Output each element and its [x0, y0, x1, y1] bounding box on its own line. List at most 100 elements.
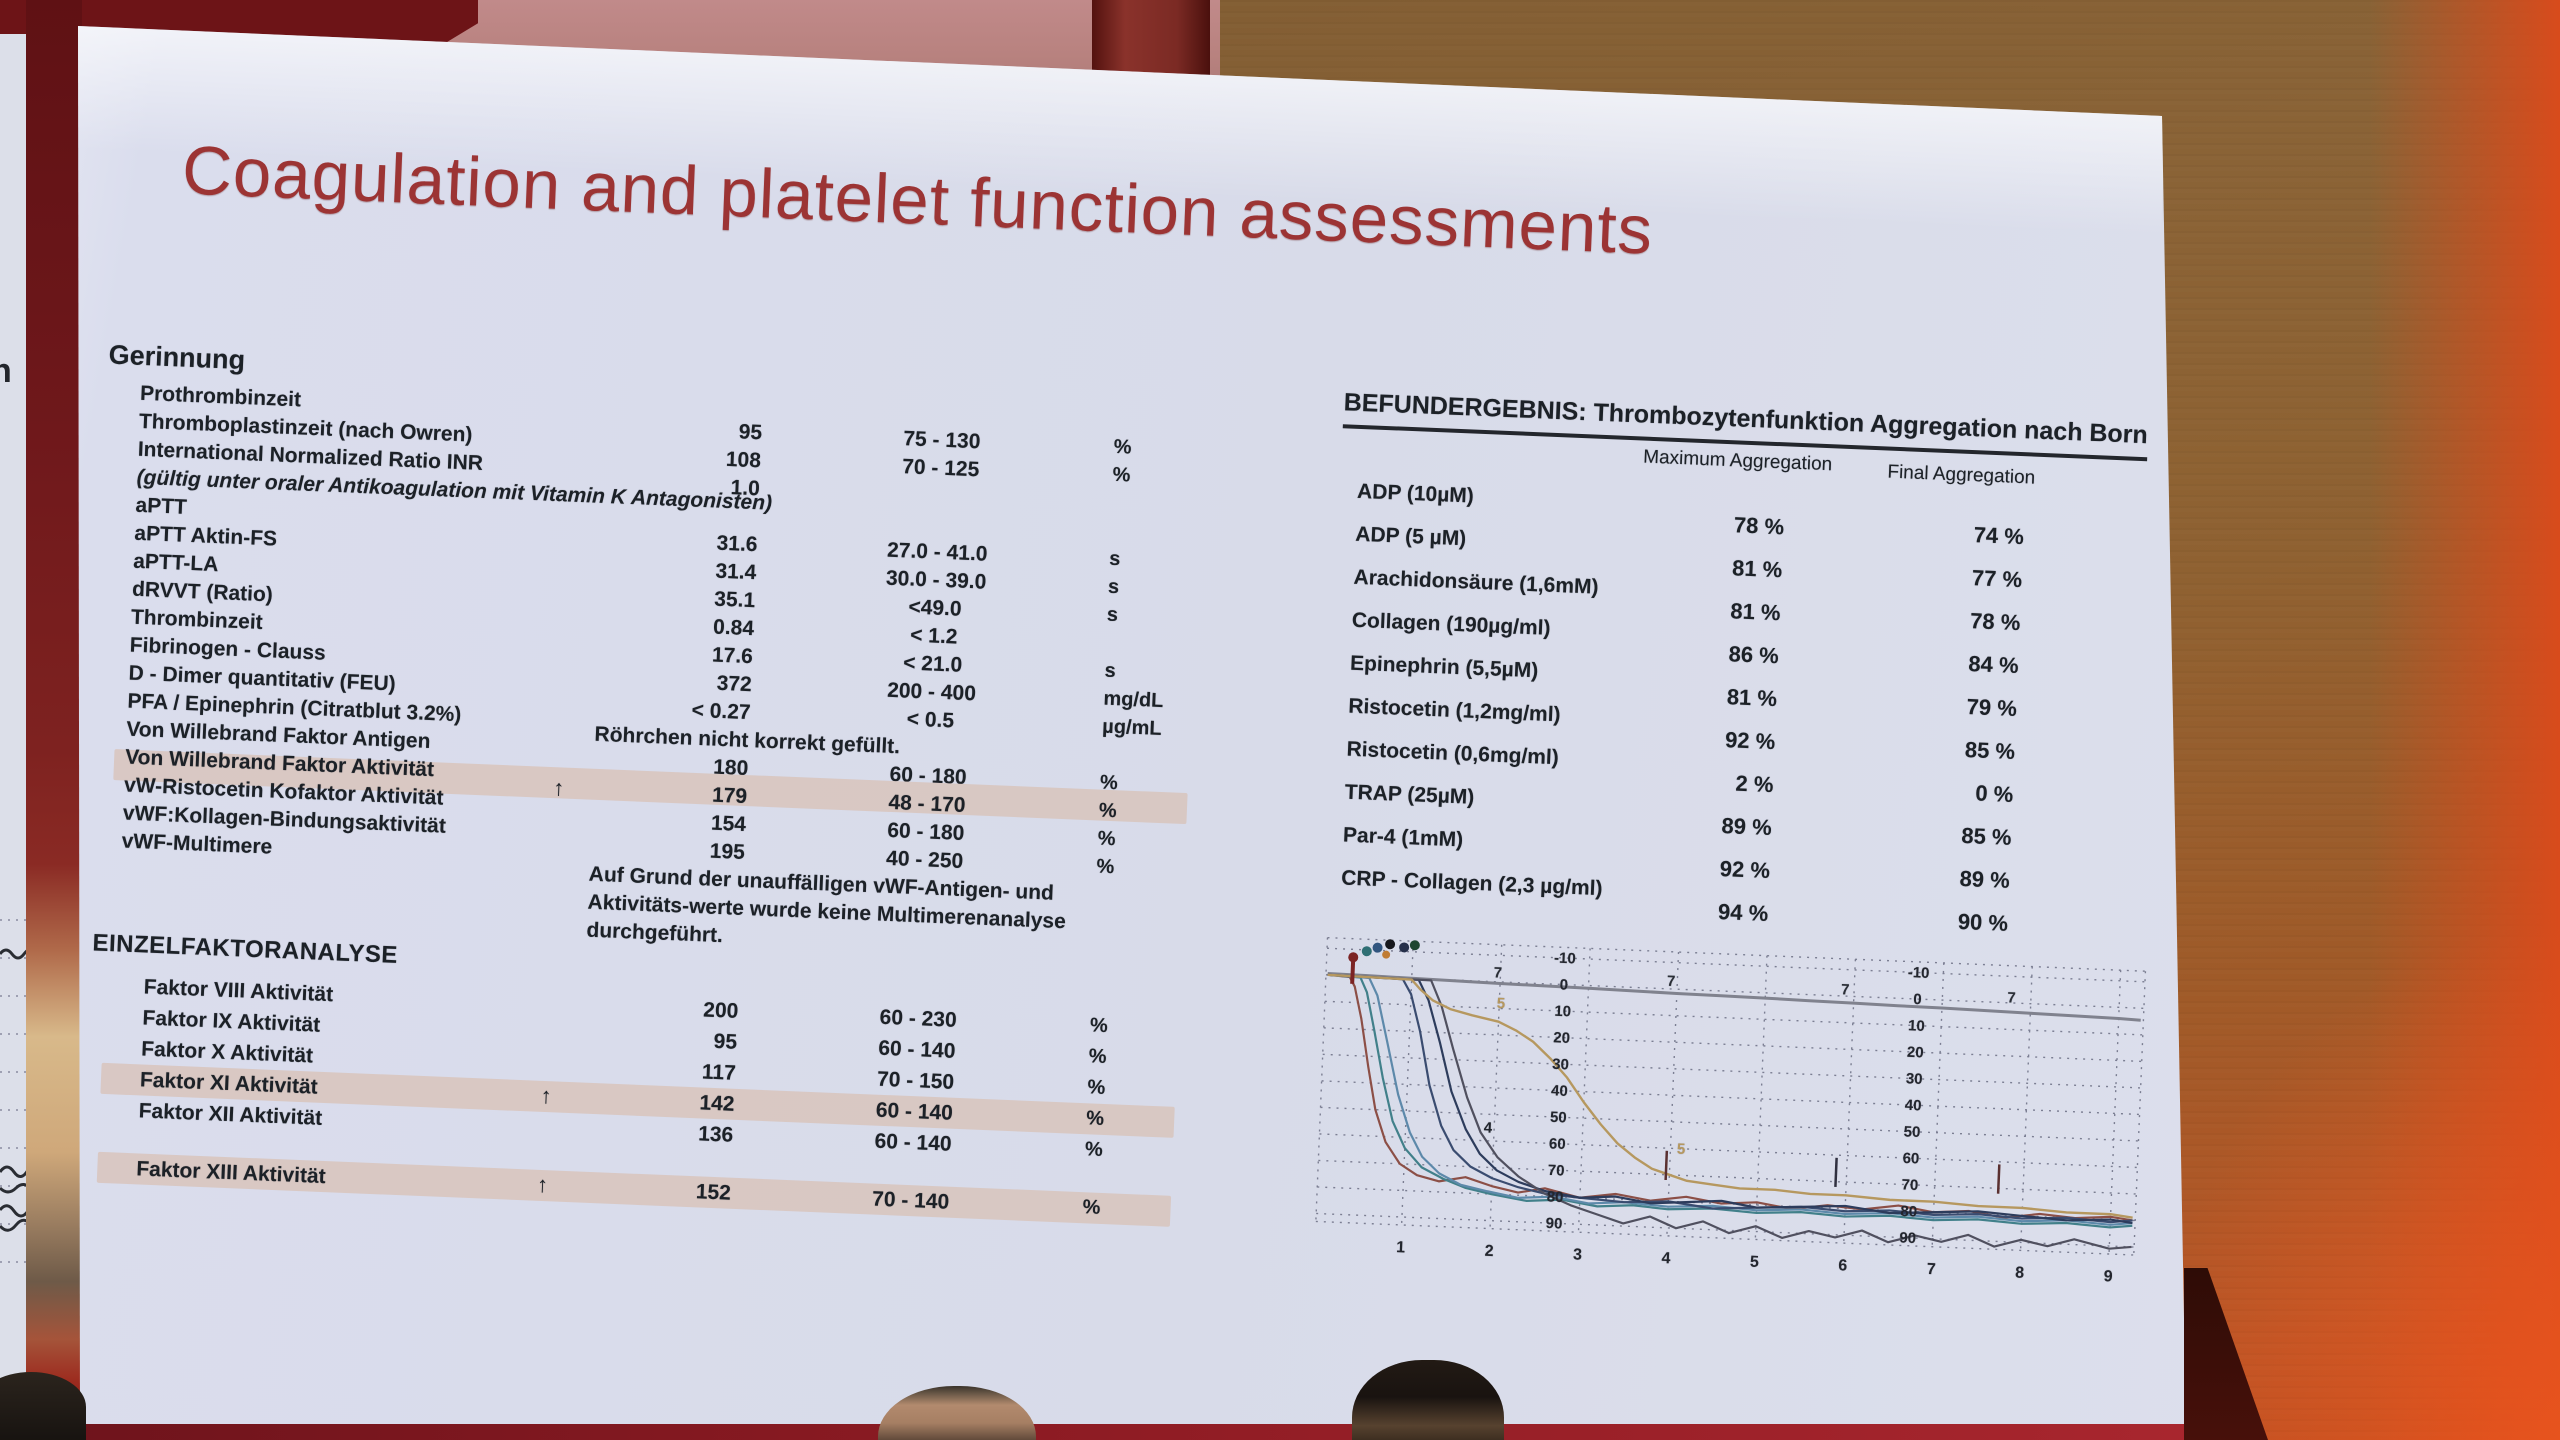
befund-row-label: Par-4 (1mM) [1342, 823, 1464, 852]
befund-max-value: 94 % [1717, 899, 1769, 927]
befund-row-label: CRP - Collagen (2,3 µg/ml) [1340, 866, 1603, 901]
adjacent-screen-letter: n [0, 352, 12, 390]
row-unit: % [1096, 855, 1115, 879]
row-range: 30.0 - 39.0 [885, 566, 987, 594]
row-unit: % [1097, 827, 1116, 851]
befund-row-label: Collagen (190µg/ml) [1351, 608, 1551, 640]
row-value: 179 [711, 783, 748, 809]
slide-content: Coagulation and platelet function assess… [78, 30, 2186, 1436]
row-range: < 0.5 [906, 707, 955, 733]
svg-text:7: 7 [1493, 964, 1502, 981]
row-value: 108 [725, 447, 762, 473]
row-range: <49.0 [907, 595, 963, 621]
baseline-control [1327, 972, 2141, 1022]
svg-text:4: 4 [1661, 1250, 1671, 1267]
row-label: Thrombinzeit [130, 605, 264, 635]
row-value: 117 [701, 1060, 737, 1085]
svg-text:7: 7 [1841, 981, 1850, 998]
row-value: 195 [709, 839, 746, 865]
svg-text:50: 50 [1550, 1109, 1567, 1127]
row-value: 154 [710, 811, 747, 837]
gerinnung-heading: Gerinnung [108, 339, 246, 376]
svg-text:0: 0 [1559, 976, 1568, 993]
befund-final-value: 77 % [1971, 565, 2023, 593]
elevated-arrow: ↑ [552, 775, 565, 801]
trace-tan [1327, 973, 2133, 1219]
row-value: 17.6 [711, 643, 754, 669]
row-unit: s [1108, 547, 1121, 571]
row-unit: % [1087, 1076, 1106, 1100]
adjacent-screen-strip: n [0, 34, 34, 1436]
row-label: Faktor IX Aktivität [142, 1006, 321, 1037]
svg-text:60: 60 [1549, 1135, 1566, 1153]
befund-row-label: Ristocetin (1,2mg/ml) [1347, 694, 1562, 727]
row-range: < 21.0 [902, 651, 963, 677]
befund-max-value: 92 % [1719, 856, 1771, 884]
row-label: aPTT Aktin-FS [133, 521, 278, 551]
svg-text:30: 30 [1552, 1056, 1569, 1074]
aggregation-chart: -10 0 10 20 30 40 50 60 70 80 90 -10 0 10 20 30 40 50 60 70… [1315, 936, 2147, 1285]
y-axis-labels: -10 0 10 20 30 40 50 60 70 80 90 -10 0 10 20 30 40 50 60 70… [1545, 950, 1929, 1248]
svg-text:6: 6 [1838, 1257, 1848, 1274]
row-unit: s [1106, 603, 1119, 627]
svg-text:60: 60 [1902, 1150, 1919, 1168]
befund-final-value: 89 % [1959, 865, 2011, 893]
befund-row-label: ADP (5 µM) [1354, 522, 1467, 551]
row-value: 0.84 [712, 615, 755, 641]
befund-final-value: 84 % [1967, 651, 2020, 679]
row-range: 40 - 250 [885, 846, 964, 873]
svg-text:90: 90 [1545, 1215, 1562, 1233]
svg-text:4: 4 [1483, 1119, 1493, 1136]
row-unit: % [1112, 463, 1131, 487]
svg-text:10: 10 [1908, 1017, 1925, 1035]
svg-text:-10: -10 [1554, 950, 1576, 968]
row-range: 27.0 - 41.0 [886, 538, 988, 566]
svg-text:40: 40 [1904, 1097, 1921, 1115]
svg-text:20: 20 [1907, 1044, 1924, 1062]
row-range: 60 - 230 [879, 1005, 958, 1032]
row-unit: % [1084, 1138, 1104, 1161]
slide-title: Coagulation and platelet function assess… [180, 131, 1655, 269]
befund-max-value: 81 % [1731, 555, 1783, 583]
audience-head-left [0, 1372, 86, 1440]
row-range: 60 - 180 [886, 818, 965, 846]
row-label: aPTT [135, 493, 188, 519]
row-note-line: durchgeführt. [586, 918, 724, 948]
bottom-banner [78, 1424, 2188, 1440]
befund-final-value: 85 % [1960, 822, 2013, 850]
befund-row-label: Ristocetin (0,6mg/ml) [1346, 737, 1560, 770]
row-label: dRVVT (Ratio) [131, 577, 274, 607]
befund-final-value: 78 % [1969, 608, 2021, 636]
befund-row-label: Arachidonsäure (1,6mM) [1353, 565, 1599, 599]
x-axis-labels: 1 2 3 4 5 6 7 8 9 [1396, 1239, 2113, 1285]
row-label: Faktor XII Aktivität [138, 1099, 323, 1130]
trace-navy-2 [1327, 973, 2133, 1225]
befund-max-value: 2 % [1735, 770, 1774, 798]
befund-row-label: Epinephrin (5,5µM) [1349, 651, 1539, 683]
svg-text:20: 20 [1553, 1029, 1570, 1047]
svg-text:3: 3 [1573, 1246, 1583, 1263]
row-unit: % [1113, 435, 1133, 459]
svg-text:30: 30 [1906, 1070, 1923, 1088]
befund-col-final: Final Aggregation [1887, 461, 2036, 489]
svg-text:0: 0 [1913, 991, 1922, 1008]
row-label: Faktor X Aktivität [140, 1037, 314, 1068]
row-label: aPTT-LA [132, 549, 219, 577]
row-range: 60 - 140 [877, 1036, 956, 1063]
svg-text:9: 9 [2103, 1268, 2113, 1285]
row-label: Faktor VIII Aktivität [143, 975, 334, 1007]
befund-final-value: 0 % [1974, 780, 2014, 807]
row-unit: s [1107, 575, 1120, 599]
row-label: Prothrombinzeit [139, 381, 302, 412]
svg-text:8: 8 [2015, 1264, 2025, 1281]
befund-max-value: 81 % [1729, 598, 1782, 626]
einzelfaktor-heading: EINZELFAKTORANALYSE [92, 929, 399, 969]
row-range: 60 - 140 [874, 1129, 953, 1156]
befund-max-value: 92 % [1724, 727, 1776, 755]
trace-slate-deep [1327, 973, 2132, 1250]
row-value: 31.6 [716, 531, 758, 557]
svg-text:10: 10 [1554, 1003, 1571, 1021]
befund-col-maximum: Maximum Aggregation [1642, 446, 1833, 476]
svg-text:50: 50 [1903, 1123, 1920, 1141]
